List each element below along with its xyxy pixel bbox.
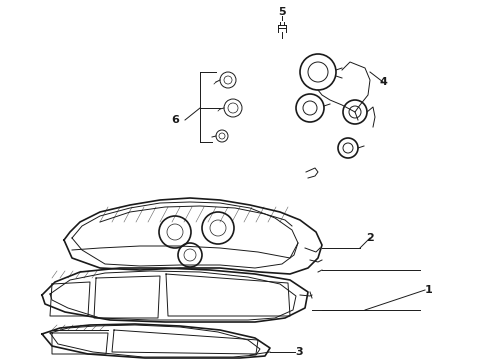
Text: 3: 3 (295, 347, 303, 357)
Text: 1: 1 (425, 285, 433, 295)
Text: 2: 2 (366, 233, 374, 243)
Text: 6: 6 (171, 115, 179, 125)
Text: 4: 4 (379, 77, 387, 87)
Text: 5: 5 (278, 7, 286, 17)
